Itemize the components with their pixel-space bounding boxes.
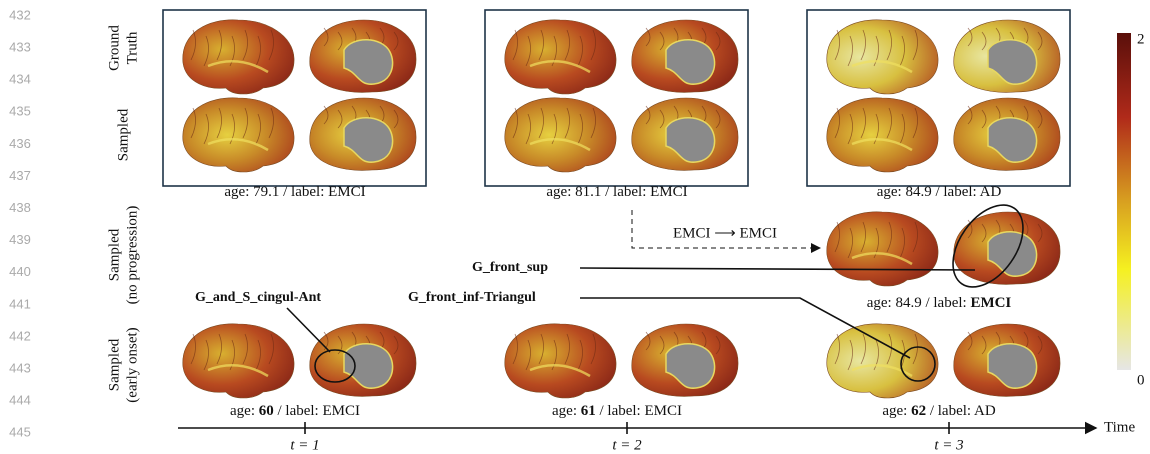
brain-shape xyxy=(505,20,616,94)
row-label: Sampled xyxy=(115,108,131,161)
row-label: Sampled xyxy=(106,228,122,281)
callouts xyxy=(178,192,1096,434)
time-tick-label: t = 1 xyxy=(290,437,319,453)
panel-boxes xyxy=(163,10,1070,186)
brain-lateral xyxy=(183,98,294,172)
brain-lateral xyxy=(827,212,938,286)
line-number: 435 xyxy=(9,104,31,119)
row-label: Truth xyxy=(124,31,140,64)
caption-part: age: 81.1 / label: EMCI xyxy=(546,184,687,200)
time-tick-label: t = 3 xyxy=(934,437,963,453)
caption: age: 81.1 / label: EMCI xyxy=(546,184,687,200)
caption-part: 62 xyxy=(911,403,926,419)
line-number: 436 xyxy=(9,136,31,151)
brain-lateral xyxy=(827,98,938,172)
brain-shape xyxy=(505,324,616,398)
line-number: 439 xyxy=(9,232,31,247)
caption-part: age: 79.1 / label: EMCI xyxy=(224,184,365,200)
line-number: 438 xyxy=(9,200,31,215)
caption-part: EMCI xyxy=(970,295,1011,311)
brain-shape xyxy=(183,20,294,94)
caption-part: age: xyxy=(230,403,259,419)
caption: age: 61 / label: EMCI xyxy=(552,403,682,419)
brain-shape xyxy=(183,324,294,398)
brain-lateral xyxy=(827,20,938,94)
brain-medial xyxy=(310,324,416,396)
caption-part: / label: EMCI xyxy=(596,403,682,419)
caption-part: / label: EMCI xyxy=(274,403,360,419)
brain-medial xyxy=(632,324,738,396)
row-label: (no progression) xyxy=(124,206,140,305)
brain-lateral xyxy=(827,324,938,398)
caption-part: 60 xyxy=(259,403,274,419)
region-label: G_and_S_cingul-Ant xyxy=(195,290,321,305)
region-label: G_front_sup xyxy=(472,260,548,275)
caption: age: 84.9 / label: EMCI xyxy=(867,295,1012,311)
brains xyxy=(183,20,1060,398)
region-label: G_front_inf-Triangul xyxy=(408,290,536,305)
line-number: 437 xyxy=(9,168,31,183)
brain-medial xyxy=(310,20,416,92)
line-number: 440 xyxy=(9,264,31,279)
caption: age: 84.9 / label: AD xyxy=(877,184,1002,200)
brain-medial xyxy=(632,98,738,170)
line-number: 444 xyxy=(9,393,31,408)
line-number: 432 xyxy=(9,7,31,22)
brain-medial xyxy=(632,20,738,92)
brain-medial xyxy=(310,98,416,170)
brain-shape xyxy=(505,98,616,172)
line-number: 441 xyxy=(9,296,31,311)
caption: age: 60 / label: EMCI xyxy=(230,403,360,419)
caption-part: age: xyxy=(552,403,581,419)
caption-part: age: xyxy=(882,403,911,419)
brain-shape xyxy=(183,98,294,172)
caption: age: 62 / label: AD xyxy=(882,403,995,419)
caption: age: 79.1 / label: EMCI xyxy=(224,184,365,200)
caption-part: age: 84.9 / label: AD xyxy=(877,184,1002,200)
caption-part: / label: AD xyxy=(926,403,996,419)
brain-medial xyxy=(954,20,1060,92)
row-label: Ground xyxy=(106,25,122,71)
colorbar-max: 2 xyxy=(1137,31,1145,47)
time-tick-label: t = 2 xyxy=(612,437,642,453)
brain-shape xyxy=(827,20,938,94)
row-label: Sampled xyxy=(106,338,122,391)
brain-lateral xyxy=(183,20,294,94)
colorbar xyxy=(1117,33,1131,370)
line-number: 433 xyxy=(9,40,31,55)
timeline-label: Time xyxy=(1104,419,1135,435)
brain-lateral xyxy=(505,324,616,398)
colorbar-min: 0 xyxy=(1137,372,1145,388)
brain-shape xyxy=(827,324,938,398)
caption-part: 61 xyxy=(581,403,596,419)
brain-lateral xyxy=(505,98,616,172)
line-number: 442 xyxy=(9,328,31,343)
line-number: 445 xyxy=(9,425,31,440)
figure: 432 433 434 435 436 437 438 439 440 441 442 443 444 4… xyxy=(0,0,1150,454)
line-number: 434 xyxy=(9,72,31,87)
line-number: 443 xyxy=(9,361,31,376)
caption-part: age: 84.9 / label: xyxy=(867,295,971,311)
row-label: (early onset) xyxy=(124,327,140,402)
brain-medial xyxy=(954,324,1060,396)
brain-lateral xyxy=(183,324,294,398)
brain-medial xyxy=(954,98,1060,170)
brain-lateral xyxy=(505,20,616,94)
brain-shape xyxy=(827,212,938,286)
brain-shape xyxy=(827,98,938,172)
transition-label: EMCI ⟶ EMCI xyxy=(673,225,777,241)
